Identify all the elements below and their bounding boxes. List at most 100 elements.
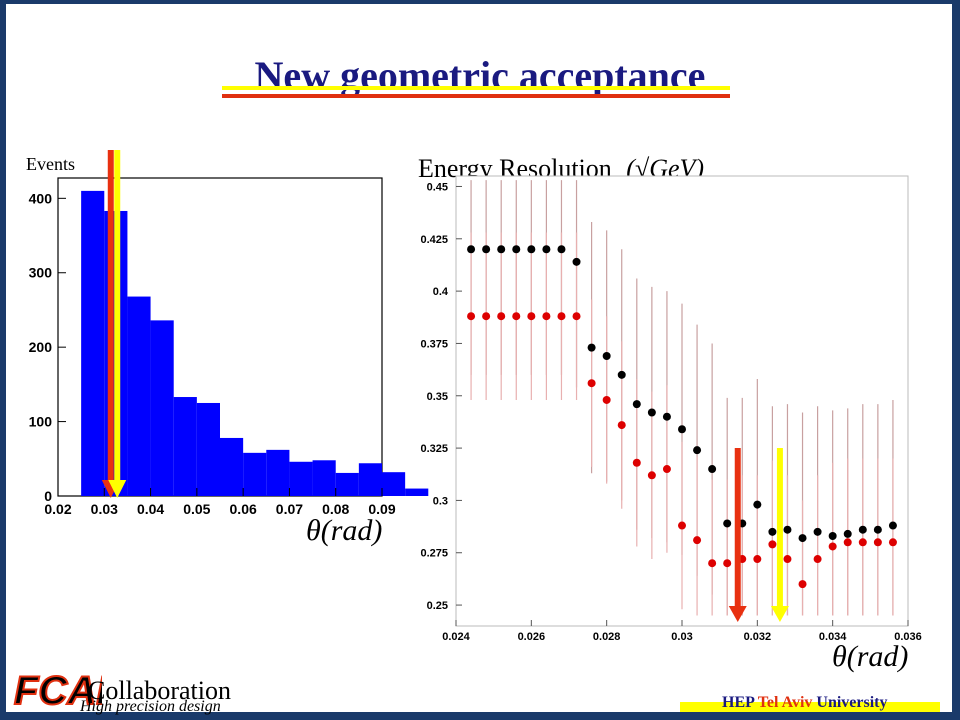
res-point-black [497,245,506,254]
res-point-black [467,245,476,254]
res-point-red [693,536,702,545]
res-xtick-label: 0.03 [671,631,692,643]
hist-xtick-label: 0.04 [137,501,164,517]
res-point-red [888,538,897,547]
res-ytick-label: 0.25 [427,600,448,612]
res-point-black [753,500,762,509]
res-point-black [527,245,536,254]
hist-ytick-label: 200 [29,339,53,355]
res-ytick-label: 0.4 [433,286,449,298]
res-point-red [572,312,581,321]
res-xlabel: θ(rad) [832,640,909,673]
res-point-black [873,525,882,534]
res-xtick-label: 0.032 [744,631,772,643]
res-xtick-label: 0.034 [819,631,847,643]
res-ytick-label: 0.325 [420,443,448,455]
title-underline-yellow [222,86,730,90]
res-point-black [512,245,521,254]
res-point-black [617,370,626,379]
hist-bar [358,463,382,496]
res-point-red [512,312,521,321]
res-point-red [557,312,566,321]
res-marker-arrow [770,606,789,622]
res-point-black [482,245,491,254]
res-point-black [828,532,837,540]
hist-bar [405,488,429,496]
res-point-red [602,395,611,404]
collaboration-label: Collaboration [88,676,231,705]
res-point-black [662,412,671,421]
hist-xtick-label: 0.05 [183,501,210,517]
res-point-black [557,245,566,254]
res-point-black [693,446,702,455]
hist-xtick-label: 0.06 [230,501,257,517]
res-ytick-label: 0.275 [420,548,448,560]
res-point-red [768,540,777,549]
res-point-black [783,525,792,534]
res-point-red [858,538,867,547]
res-point-red [813,555,822,564]
title-underline-red [222,94,730,98]
hist-xtick-label: 0.07 [276,501,303,517]
hist-xtick-label: 0.02 [44,501,71,517]
res-xtick-label: 0.036 [894,631,922,643]
res-point-black [708,465,717,474]
hist-xtick-label: 0.08 [322,501,349,517]
res-point-black [678,425,686,434]
res-point-black [647,408,656,417]
hist-bar [312,460,336,496]
hist-bar [220,437,244,496]
hist-xtick-label: 0.03 [91,501,118,517]
res-point-red [798,580,807,589]
res-point-red [873,538,882,547]
res-point-red [678,521,686,530]
res-point-black [632,400,641,409]
hist-ytick-label: 0 [44,488,52,504]
res-point-black [723,519,732,528]
res-point-red [843,538,852,547]
res-point-black [587,343,596,352]
res-point-red [828,542,837,551]
hist-xlabel: θ(rad) [306,514,383,547]
res-point-red [527,312,536,321]
res-ytick-label: 0.45 [427,181,448,193]
res-point-black [798,534,807,543]
university-label: HEP Tel Aviv University [722,694,888,712]
res-point-red [467,312,476,321]
hist-ytick-label: 400 [29,190,53,206]
fcal-logo: FCAL [13,668,102,710]
hist-bar [382,472,406,496]
fcal-logo-text: FCAL [14,669,102,710]
uni-highlight: Tel Aviv [757,694,813,711]
res-point-red [497,312,506,321]
res-point-red [482,312,491,321]
res-marker-arrow [728,606,747,622]
res-point-black [843,529,852,538]
footer-bar [680,702,940,712]
res-ytick-label: 0.375 [420,338,448,350]
hist-bar [127,296,151,496]
slide-title: New geometric acceptance [254,53,706,98]
hist-ytick-label: 300 [29,265,53,281]
res-point-red [723,559,732,568]
hist-bar [289,461,313,496]
res-point-red [783,555,792,564]
hist-bar [243,452,267,496]
uni-prefix: HEP [722,694,758,711]
res-point-black [888,521,897,530]
res-point-red [647,471,656,480]
hist-marker-arrow [108,480,127,498]
hist-ytick-label: 100 [29,414,53,430]
hist-ylabel: Events [26,154,75,174]
res-point-red [542,312,551,321]
res-point-black [768,527,777,536]
res-point-black [572,257,581,266]
hist-bar [173,397,197,496]
uni-suffix: University [812,694,888,711]
res-point-black [542,245,551,254]
res-ytick-label: 0.425 [420,234,448,246]
hist-xtick-label: 0.09 [368,501,395,517]
